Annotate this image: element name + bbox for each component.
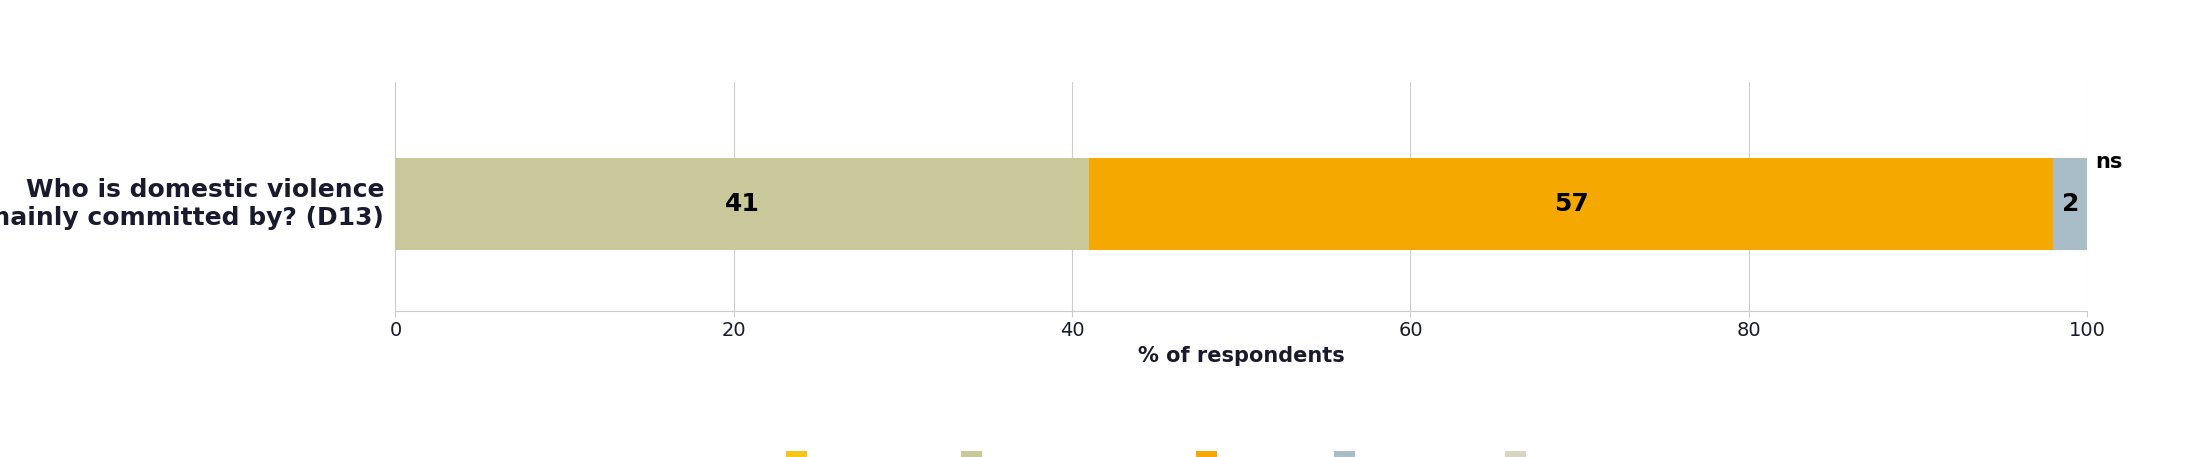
- Text: 2: 2: [2061, 192, 2078, 216]
- Text: 41: 41: [725, 192, 760, 216]
- Bar: [2054, 159, 2087, 250]
- Bar: [395, 159, 1090, 250]
- Text: 57: 57: [1553, 192, 1588, 216]
- X-axis label: % of respondents: % of respondents: [1138, 346, 1345, 366]
- Bar: [1090, 159, 2054, 250]
- Text: ns: ns: [2096, 152, 2122, 172]
- Legend:   Women,   Both equally,   Men,   Unsure,   Unanswered: Women, Both equally, Men, Unsure, Unansw…: [778, 443, 1705, 457]
